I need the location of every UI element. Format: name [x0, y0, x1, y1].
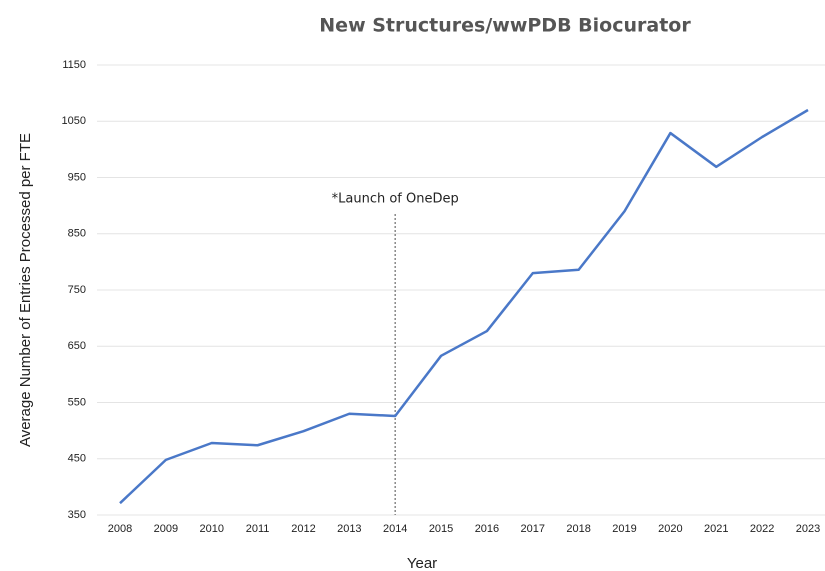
- x-axis-title: Year: [407, 555, 437, 571]
- x-tick-label: 2021: [704, 523, 728, 535]
- x-tick-label: 2011: [246, 523, 270, 535]
- y-tick-label: 750: [68, 284, 86, 296]
- y-tick-label: 550: [68, 396, 86, 408]
- x-tick-label: 2013: [337, 523, 361, 535]
- x-tick-label: 2017: [521, 523, 545, 535]
- y-tick-label: 650: [68, 340, 86, 352]
- y-tick-label: 850: [68, 228, 86, 240]
- data-line: [119, 108, 809, 505]
- x-tick-label: 2010: [199, 523, 223, 535]
- y-tick-label: 950: [68, 171, 86, 183]
- x-tick-label: 2018: [566, 523, 590, 535]
- y-tick-label: 450: [68, 453, 86, 465]
- y-tick-label: 1050: [62, 115, 86, 127]
- x-tick-label: 2015: [429, 523, 453, 535]
- x-tick-label: 2020: [658, 523, 682, 535]
- x-tick-label: 2014: [383, 523, 407, 535]
- x-tick-label: 2019: [612, 523, 636, 535]
- x-tick-label: 2022: [750, 523, 774, 535]
- x-tick-label: 2016: [475, 523, 499, 535]
- y-tick-label: 350: [68, 509, 86, 521]
- x-tick-label: 2023: [796, 523, 820, 535]
- x-tick-label: 2009: [154, 523, 178, 535]
- chart-title: New Structures/wwPDB Biocurator: [319, 15, 691, 37]
- annotation: *Launch of OneDep: [332, 192, 459, 207]
- x-tick-label: 2012: [291, 523, 315, 535]
- x-tick-label: 2008: [108, 523, 132, 535]
- y-tick-label: 1150: [62, 59, 86, 71]
- y-axis-title: Average Number of Entries Processed per …: [17, 133, 34, 447]
